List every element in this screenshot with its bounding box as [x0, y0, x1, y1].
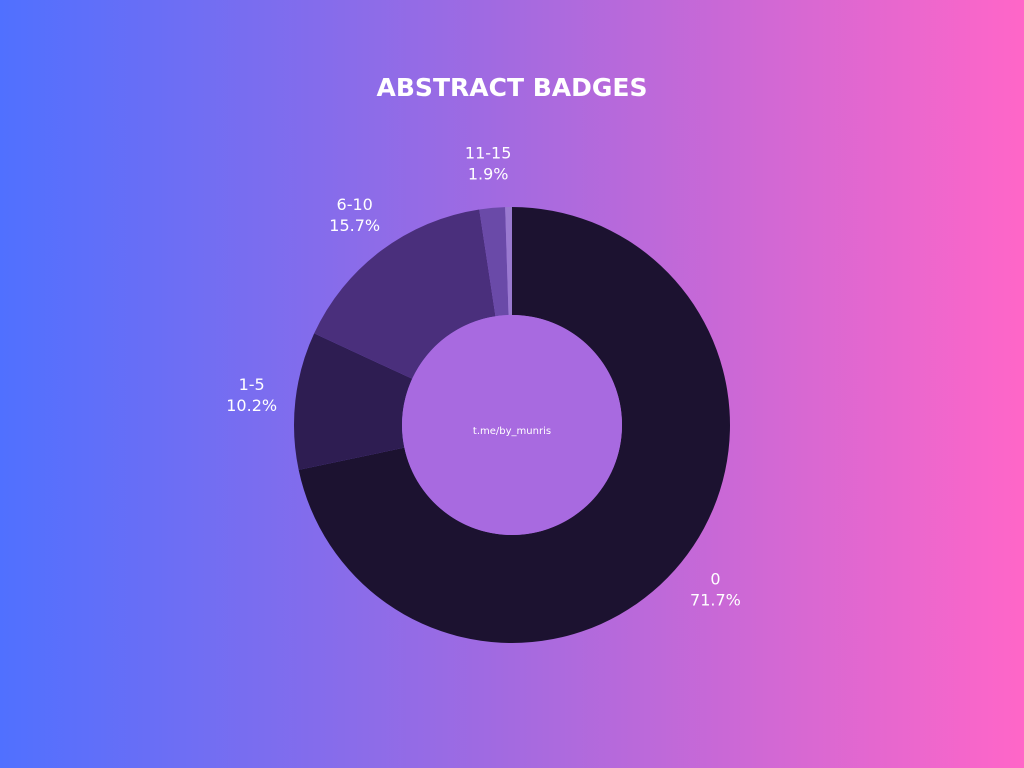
donut-slice [479, 207, 509, 317]
chart-title: ABSTRACT BADGES [377, 73, 648, 102]
donut-hole [402, 315, 622, 535]
slice-label: 1-5 [239, 375, 265, 394]
donut-slice [505, 207, 512, 316]
slice-label: 11-15 [465, 144, 512, 163]
slice-label: 0 [710, 570, 720, 589]
slice-value-label: 15.7% [329, 216, 380, 235]
slice-value-label: 1.9% [468, 165, 509, 184]
donut-slice [293, 333, 413, 470]
slice-value-label: 10.2% [226, 396, 277, 415]
slice-value-label: 71.7% [690, 591, 741, 610]
slice-label: 6-10 [337, 195, 373, 214]
center-annotation: t.me/by_munris [473, 426, 551, 437]
donut-slice [314, 209, 496, 379]
donut-slice [298, 207, 730, 643]
